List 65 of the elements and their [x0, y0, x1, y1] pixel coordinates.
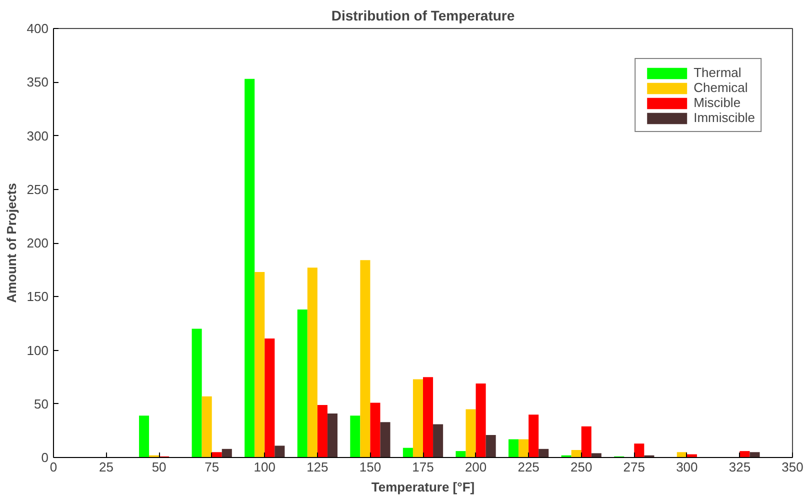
y-tick-label: 100: [26, 342, 49, 358]
bar: [244, 78, 255, 458]
bar: [571, 450, 582, 458]
x-tick-label: 325: [728, 460, 751, 474]
x-tick-label: 350: [782, 460, 804, 474]
bar: [350, 416, 360, 458]
x-tick-label: 275: [623, 460, 645, 474]
bar: [433, 424, 444, 458]
bar: [274, 446, 285, 458]
bar: [402, 448, 413, 458]
x-tick-label: 300: [676, 460, 698, 474]
x-tick-label: 100: [254, 460, 276, 474]
x-tick-label: 225: [518, 460, 540, 474]
x-tick-label: 25: [99, 460, 114, 474]
bar: [528, 414, 539, 458]
bar: [254, 272, 265, 458]
bar: [591, 453, 602, 458]
y-tick-label: 150: [26, 289, 49, 304]
bar: [538, 448, 549, 458]
bar: [518, 439, 529, 458]
legend-label: Immiscible: [694, 110, 755, 125]
legend-label: Chemical: [694, 80, 748, 95]
bar: [456, 451, 466, 458]
x-tick-label: 125: [306, 460, 328, 474]
legend-label: Thermal: [694, 65, 742, 80]
bar: [486, 434, 496, 458]
x-axis-title: Temperature [°F]: [371, 480, 475, 494]
y-tick-label: 50: [34, 396, 49, 412]
bar: [581, 426, 592, 458]
bar: [370, 402, 380, 458]
bar: [202, 396, 212, 458]
bar: [307, 268, 318, 458]
bar: [508, 439, 519, 458]
bar: [466, 409, 476, 458]
bar: [423, 377, 434, 458]
bar: [212, 452, 222, 458]
bar: [222, 448, 232, 458]
x-tick-label: 50: [152, 460, 166, 474]
bar: [297, 309, 308, 458]
bar: [476, 383, 486, 458]
x-tick-label: 175: [412, 460, 434, 474]
x-tick-label: 150: [359, 460, 382, 474]
bar: [380, 422, 390, 458]
x-tick-label: 75: [204, 460, 220, 474]
x-tick-label: 200: [464, 460, 487, 474]
bar: [264, 338, 275, 458]
y-tick-label: 350: [26, 74, 49, 90]
chart-title: Distribution of Temperature: [331, 8, 515, 24]
bar: [740, 451, 750, 458]
x-tick-label: 250: [570, 460, 592, 474]
bar: [192, 328, 202, 458]
y-tick-label: 0: [41, 450, 49, 465]
bar: [139, 416, 150, 458]
y-tick-label: 400: [26, 21, 49, 36]
bar: [317, 404, 328, 458]
y-tick-label: 300: [26, 128, 49, 144]
y-axis-title: Amount of Projects: [4, 183, 19, 303]
bar: [634, 444, 644, 458]
bar: [412, 379, 423, 458]
bar: [327, 414, 338, 458]
y-tick-label: 250: [26, 182, 49, 197]
bar: [750, 452, 760, 458]
y-tick-label: 200: [26, 236, 49, 250]
bar: [360, 260, 370, 458]
legend-label: Miscible: [694, 95, 741, 110]
